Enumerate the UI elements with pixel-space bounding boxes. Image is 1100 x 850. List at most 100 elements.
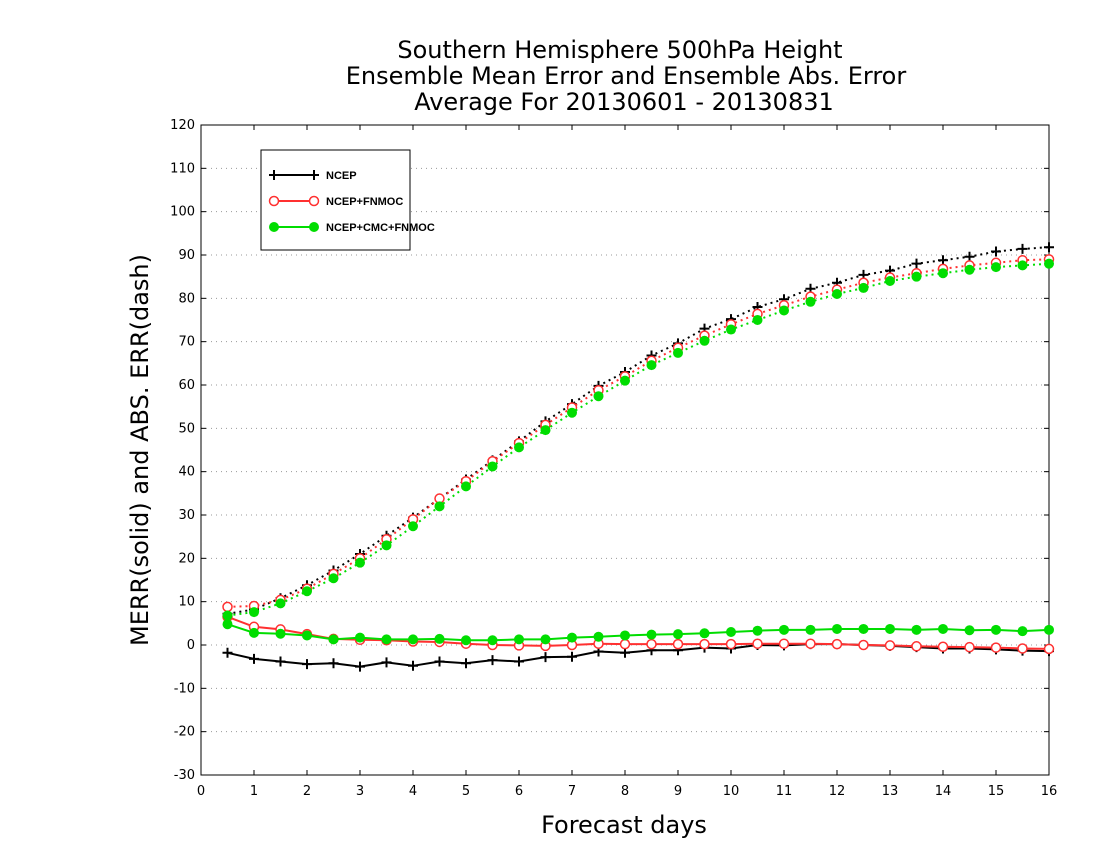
data-point: [938, 255, 948, 266]
data-point: [779, 305, 789, 316]
data-point: [885, 276, 895, 286]
data-point: [275, 598, 286, 609]
series: [222, 242, 1055, 672]
data-point: [938, 623, 948, 634]
data-point: [646, 638, 657, 650]
title-line-1: Southern Hemisphere 500hPa Height: [397, 36, 842, 64]
x-tick-label: 14: [935, 784, 952, 799]
title-line-2: Ensemble Mean Error and Ensemble Abs. Er…: [346, 62, 907, 90]
data-point: [249, 627, 259, 638]
data-point: [858, 623, 869, 634]
data-point: [964, 251, 975, 262]
data-point: [858, 282, 869, 293]
data-point: [911, 271, 922, 282]
y-tick-label: 60: [178, 378, 195, 393]
y-tick-label: 100: [170, 205, 195, 220]
data-point: [514, 442, 524, 453]
data-point: [805, 638, 816, 649]
data-point: [567, 632, 577, 643]
data-point: [355, 661, 365, 672]
data-point: [514, 656, 524, 667]
data-point: [964, 625, 975, 636]
y-tick-label: 50: [178, 421, 195, 436]
data-point: [328, 573, 339, 584]
data-point: [540, 652, 551, 663]
y-tick-label: -30: [174, 768, 195, 783]
data-point: [991, 624, 1001, 635]
legend-label: NCEP+CMC+FNMOC: [326, 222, 435, 234]
y-axis-label: MERR(solid) and ABS. ERR(dash): [126, 254, 154, 646]
legend-label: NCEP+FNMOC: [326, 196, 403, 208]
data-point: [805, 296, 816, 307]
data-point: [328, 634, 339, 645]
data-point: [938, 268, 948, 279]
x-tick-label: 0: [197, 784, 205, 799]
data-point: [408, 521, 418, 532]
data-point: [302, 659, 312, 670]
data-point: [646, 629, 657, 640]
data-point: [514, 634, 524, 645]
data-point: [673, 629, 683, 640]
data-point: [249, 653, 259, 664]
y-tick-label: 40: [178, 465, 195, 480]
data-point: [593, 391, 604, 402]
x-tick-label: 8: [621, 784, 629, 799]
data-point: [805, 624, 816, 635]
data-point: [275, 656, 286, 667]
data-point: [434, 633, 445, 644]
data-point: [752, 315, 763, 325]
y-tick-label: 90: [178, 248, 195, 263]
data-point: [249, 607, 259, 618]
data-point: [725, 638, 737, 650]
data-point: [1044, 624, 1054, 635]
data-point: [779, 624, 789, 635]
data-point: [991, 262, 1001, 273]
data-point: [699, 638, 710, 650]
x-tick-label: 10: [723, 784, 740, 799]
data-point: [672, 638, 684, 650]
merr-line: [227, 623, 1050, 642]
data-point: [1044, 242, 1054, 253]
data-point: [381, 634, 392, 645]
legend-item: NCEP+FNMOC: [268, 195, 403, 208]
x-tick-label: 3: [356, 784, 364, 799]
data-point: [461, 481, 471, 492]
y-tick-label: 0: [187, 638, 195, 653]
data-point: [620, 647, 630, 658]
data-point: [646, 360, 657, 371]
data-point: [619, 638, 631, 650]
series-ncep-cmc-fnmoc: [222, 258, 1054, 646]
data-point: [381, 540, 392, 551]
x-tick-label: 7: [568, 784, 576, 799]
data-point: [222, 610, 233, 621]
data-point: [269, 170, 279, 180]
data-point: [911, 624, 922, 635]
x-tick-label: 9: [674, 784, 682, 799]
data-point: [308, 195, 320, 207]
x-tick-label: 15: [988, 784, 1005, 799]
x-axis: 0 1 2 3 4 5 6 7 8 9 10 11 12 13 14 15 16: [197, 125, 1057, 799]
data-point: [1017, 243, 1028, 254]
data-point: [487, 635, 498, 646]
data-point: [620, 630, 630, 641]
series-ncep-fnmoc: [222, 254, 1055, 655]
data-point: [832, 623, 842, 634]
data-point: [699, 628, 710, 639]
data-point: [269, 222, 279, 232]
data-point: [222, 619, 233, 630]
x-tick-label: 2: [303, 784, 311, 799]
data-point: [593, 631, 604, 642]
data-point: [381, 657, 392, 668]
data-point: [302, 586, 312, 597]
data-point: [302, 630, 312, 641]
y-tick-label: 10: [178, 595, 195, 610]
data-point: [964, 641, 975, 653]
data-point: [990, 642, 1002, 653]
y-tick-label: 20: [178, 551, 195, 566]
data-point: [911, 258, 922, 269]
data-point: [434, 656, 445, 667]
data-point: [752, 638, 763, 649]
legend-item: NCEP+CMC+FNMOC: [269, 222, 435, 234]
legend-item: NCEP: [269, 170, 357, 182]
